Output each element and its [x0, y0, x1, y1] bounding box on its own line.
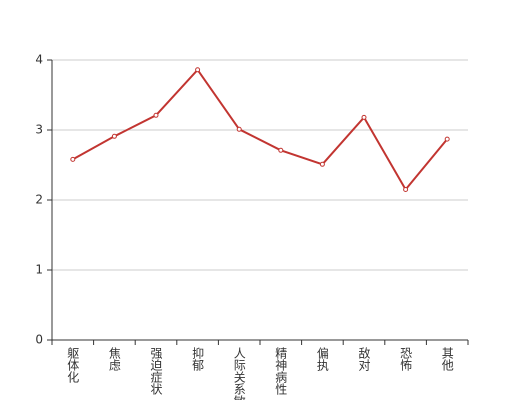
x-tick-label: 人际关系敏感: [232, 347, 246, 400]
point: [153, 112, 159, 118]
x-tick-label: 强迫症状: [149, 347, 163, 395]
point: [361, 114, 367, 120]
x-tick-label: 躯体化: [66, 346, 80, 384]
point: [195, 67, 201, 73]
y-tick-label: 2: [35, 193, 43, 207]
x-tick-label: 抑郁: [191, 346, 205, 372]
point: [319, 161, 325, 167]
point: [70, 156, 76, 162]
x-tick-label: 其他: [440, 347, 454, 371]
y-tick-label: 0: [35, 333, 43, 347]
y-tick-label: 1: [35, 263, 43, 277]
x-tick-label: 恐怖: [399, 347, 413, 371]
point: [444, 136, 450, 142]
point: [403, 187, 409, 192]
x-tick-label: 精神病性: [274, 347, 288, 396]
line: [72, 68, 448, 192]
point: [111, 133, 117, 139]
y-tick-label: 3: [35, 123, 43, 137]
x-tick-label: 偏执: [315, 346, 329, 372]
y-tick-label: 4: [35, 53, 43, 67]
x-tick-label: 焦虑: [107, 347, 121, 371]
point: [278, 147, 284, 153]
point: [236, 126, 242, 132]
x-tick-label: 敌对: [357, 346, 371, 371]
